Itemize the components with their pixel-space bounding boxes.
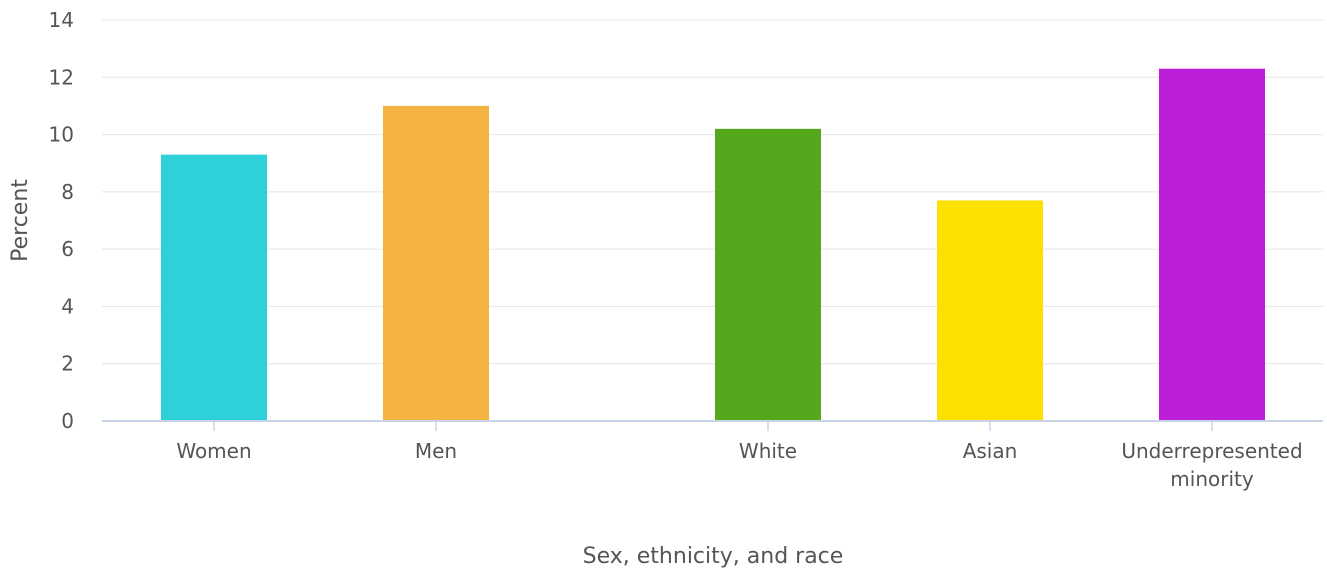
bars	[161, 68, 1265, 422]
gridlines	[102, 19, 1323, 365]
bar-underrepresented-minority	[1159, 68, 1265, 421]
y-tick-label: 10	[49, 123, 74, 147]
bar-women	[161, 154, 267, 421]
bar-asian	[937, 200, 1043, 421]
x-axis-ticks: Women Men White Asian Underrepresented minori…	[176, 421, 1303, 491]
bar-white	[715, 128, 821, 422]
x-tick-label: Asian	[963, 439, 1018, 463]
y-axis-title: Percent	[8, 179, 33, 262]
y-tick-label: 8	[61, 180, 74, 204]
y-tick-label: 12	[49, 65, 74, 89]
bar-men	[383, 105, 489, 421]
x-tick-label: Underrepresented minority	[1121, 439, 1302, 491]
y-tick-label: 6	[61, 237, 74, 261]
y-axis-ticks: 0 2 4 6 8 10 12 14	[49, 8, 74, 433]
x-tick-label: Men	[415, 439, 457, 463]
x-tick-label: White	[739, 439, 797, 463]
y-tick-label: 2	[61, 352, 74, 376]
x-tick-label: Women	[176, 439, 251, 463]
y-tick-label: 14	[49, 8, 74, 32]
x-axis-title: Sex, ethnicity, and race	[583, 544, 844, 569]
y-tick-label: 4	[61, 294, 74, 318]
y-tick-label: 0	[61, 409, 74, 433]
